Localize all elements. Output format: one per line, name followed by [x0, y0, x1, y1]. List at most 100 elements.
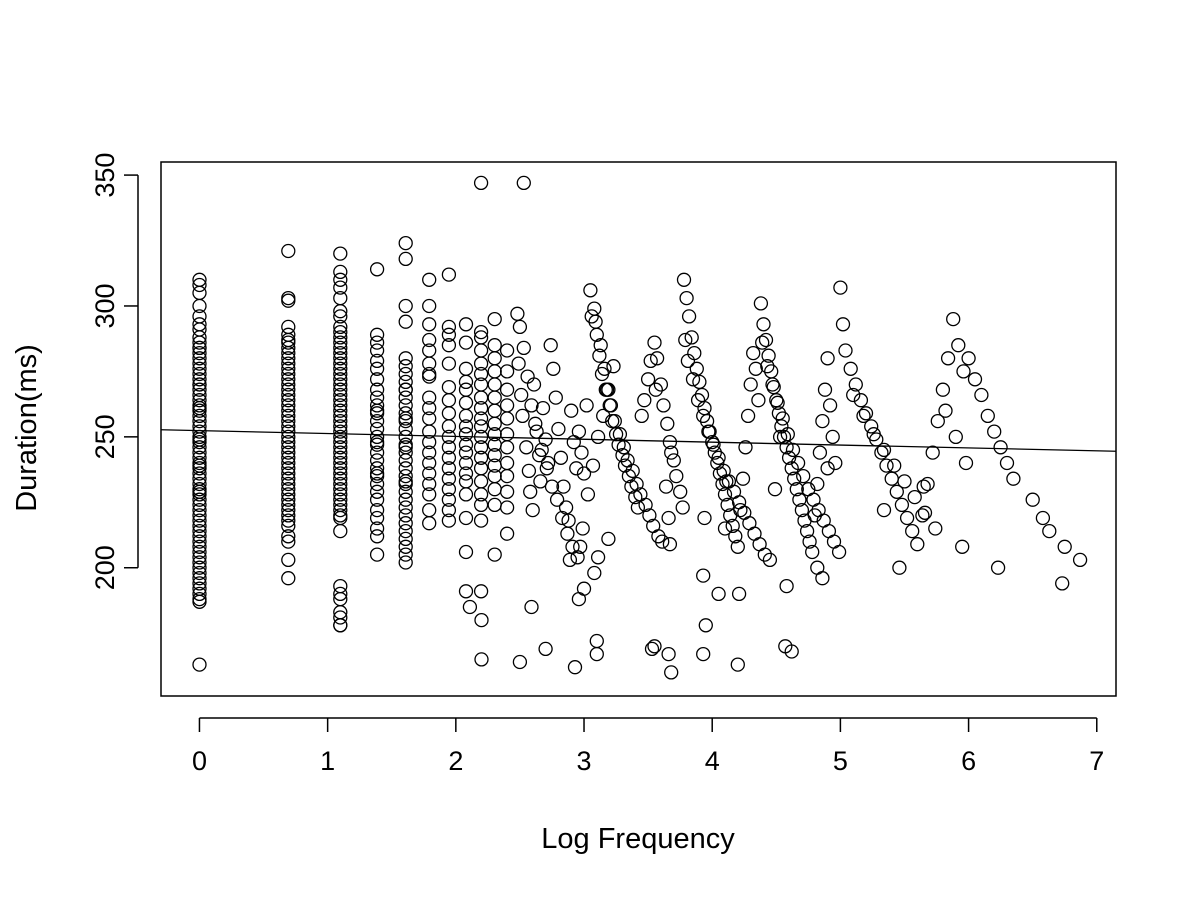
- data-point: [192, 529, 207, 544]
- y-tick-label: 300: [90, 283, 120, 328]
- data-point: [473, 450, 489, 465]
- x-tick-label: 2: [448, 746, 463, 776]
- data-point: [192, 523, 207, 539]
- data-point: [281, 466, 296, 481]
- x-tick-label: 4: [705, 746, 720, 776]
- data-point: [675, 500, 690, 515]
- data-point: [612, 427, 628, 442]
- data-point: [422, 366, 437, 382]
- data-point: [1055, 576, 1070, 591]
- data-point: [815, 571, 830, 586]
- data-point: [606, 359, 621, 374]
- data-point: [925, 445, 940, 460]
- data-point: [441, 327, 457, 342]
- data-point: [573, 539, 588, 554]
- data-point: [730, 657, 745, 672]
- data-point: [519, 440, 534, 455]
- data-point: [643, 353, 658, 369]
- data-point: [192, 657, 207, 672]
- data-point: [520, 369, 535, 384]
- data-point: [833, 280, 848, 295]
- data-point: [422, 455, 437, 471]
- data-point: [398, 531, 413, 547]
- data-point: [499, 398, 515, 413]
- data-point: [717, 521, 733, 536]
- data-point: [743, 377, 758, 392]
- x-tick-label: 6: [961, 746, 976, 776]
- data-point: [607, 413, 622, 429]
- data-point: [589, 633, 604, 649]
- data-point: [192, 377, 207, 392]
- data-point: [487, 338, 502, 353]
- data-point: [369, 502, 385, 518]
- data-point: [487, 311, 502, 327]
- data-point: [640, 372, 656, 387]
- data-point: [910, 537, 925, 552]
- data-point: [369, 453, 385, 468]
- data-point: [422, 445, 437, 460]
- data-point: [514, 387, 529, 403]
- data-point: [192, 351, 207, 366]
- data-point: [398, 453, 413, 468]
- data-point: [499, 343, 515, 358]
- data-point: [192, 330, 207, 345]
- data-point: [601, 531, 616, 547]
- data-point: [369, 492, 385, 507]
- data-point: [333, 377, 348, 392]
- data-point: [499, 484, 515, 499]
- data-point: [487, 390, 502, 405]
- data-point: [661, 646, 676, 662]
- data-point: [333, 487, 348, 502]
- data-point: [765, 377, 780, 392]
- data-point: [369, 476, 385, 492]
- data-point: [192, 408, 207, 424]
- data-point: [192, 335, 207, 350]
- data-point: [369, 413, 385, 429]
- data-point: [487, 377, 502, 392]
- data-point: [369, 421, 385, 437]
- data-point: [458, 382, 474, 397]
- data-point: [562, 552, 578, 568]
- data-point: [525, 502, 540, 518]
- data-point: [511, 356, 526, 371]
- data-point: [794, 502, 810, 518]
- data-point: [192, 340, 207, 356]
- data-point: [441, 379, 457, 395]
- data-point: [333, 382, 348, 397]
- data-point: [653, 377, 669, 392]
- data-point: [458, 445, 474, 460]
- data-point: [333, 361, 348, 376]
- data-point: [596, 408, 611, 424]
- data-point: [369, 343, 385, 358]
- data-point: [333, 403, 348, 418]
- data-point: [192, 382, 207, 397]
- data-point: [616, 440, 631, 455]
- data-point: [993, 440, 1008, 455]
- data-point: [535, 400, 551, 416]
- data-point: [473, 584, 489, 599]
- data-point: [544, 479, 560, 494]
- data-point: [761, 348, 776, 363]
- data-point: [398, 440, 413, 455]
- data-point: [940, 351, 956, 366]
- data-point: [473, 419, 489, 434]
- data-point: [281, 398, 296, 413]
- data-point: [696, 568, 711, 583]
- data-point: [422, 476, 437, 492]
- data-point: [499, 500, 515, 515]
- data-point: [473, 487, 489, 502]
- data-point: [974, 387, 989, 403]
- data-point: [602, 398, 617, 413]
- data-point: [333, 340, 348, 356]
- data-point: [333, 324, 348, 340]
- data-point: [799, 523, 815, 539]
- data-point: [874, 445, 889, 460]
- data-point: [585, 458, 601, 473]
- data-point: [524, 398, 539, 413]
- data-point: [192, 518, 207, 534]
- data-point: [637, 393, 652, 408]
- data-point: [838, 343, 853, 358]
- data-point: [281, 293, 296, 308]
- data-point: [333, 440, 348, 455]
